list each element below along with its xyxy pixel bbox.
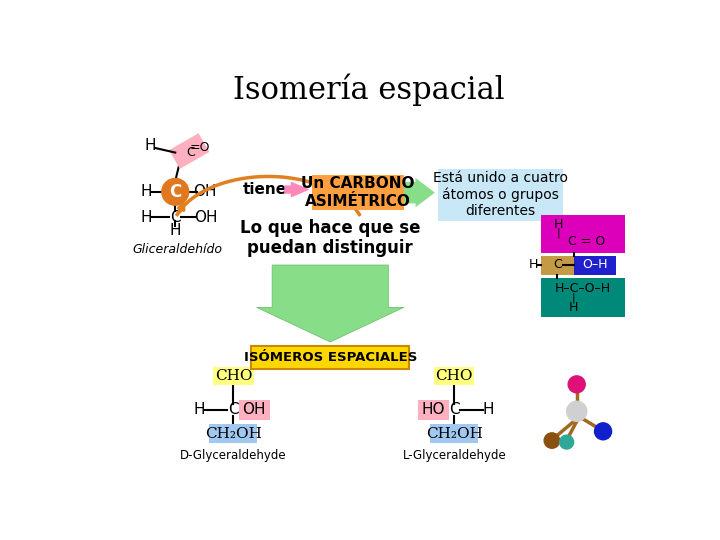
Text: C: C	[553, 259, 562, 272]
Text: D-Glyceraldehyde: D-Glyceraldehyde	[180, 449, 287, 462]
Text: CH₂OH: CH₂OH	[426, 427, 482, 441]
Text: H: H	[140, 210, 151, 225]
Text: C: C	[170, 210, 181, 225]
FancyArrowPatch shape	[285, 183, 308, 197]
Circle shape	[559, 435, 574, 449]
Text: ISÓMEROS ESPACIALES: ISÓMEROS ESPACIALES	[243, 351, 417, 364]
FancyBboxPatch shape	[541, 215, 625, 253]
Text: C: C	[228, 402, 239, 417]
FancyBboxPatch shape	[312, 175, 404, 211]
Text: L-Glyceraldehyde: L-Glyceraldehyde	[402, 449, 506, 462]
FancyBboxPatch shape	[251, 346, 409, 369]
Text: |: |	[557, 227, 560, 238]
FancyBboxPatch shape	[210, 424, 258, 443]
Circle shape	[568, 376, 585, 393]
Circle shape	[595, 423, 611, 440]
Text: H–C–O–H: H–C–O–H	[555, 281, 611, 295]
Text: H: H	[569, 301, 578, 314]
Text: H: H	[169, 223, 181, 238]
Text: OH: OH	[193, 184, 217, 199]
Text: C: C	[169, 183, 181, 201]
Polygon shape	[404, 178, 435, 207]
FancyBboxPatch shape	[438, 168, 563, 221]
FancyBboxPatch shape	[431, 424, 478, 443]
Text: H: H	[482, 402, 494, 417]
Text: H: H	[194, 402, 205, 417]
Text: |: |	[572, 292, 575, 302]
Text: Un CARBONO
ASIMÉTRICO: Un CARBONO ASIMÉTRICO	[301, 177, 415, 209]
Text: Lo que hace que se
puedan distinguir: Lo que hace que se puedan distinguir	[240, 219, 420, 258]
FancyBboxPatch shape	[541, 278, 625, 316]
Text: CHO: CHO	[215, 369, 252, 383]
Circle shape	[544, 433, 559, 448]
Text: Isomería espacial: Isomería espacial	[233, 73, 505, 106]
Circle shape	[567, 401, 587, 421]
Text: Gliceraldehído: Gliceraldehído	[132, 243, 222, 256]
Text: O–H: O–H	[582, 259, 607, 272]
Polygon shape	[256, 265, 404, 342]
Text: H: H	[528, 259, 538, 272]
FancyBboxPatch shape	[418, 400, 449, 420]
Text: =O: =O	[190, 141, 210, 154]
Text: HO: HO	[422, 402, 445, 417]
Text: C = O: C = O	[568, 235, 606, 248]
Circle shape	[163, 179, 188, 204]
Text: CH₂OH: CH₂OH	[205, 427, 262, 441]
Text: C: C	[449, 402, 459, 417]
Text: Está unido a cuatro
átomos o grupos
diferentes: Está unido a cuatro átomos o grupos dife…	[433, 171, 568, 218]
Text: H: H	[145, 138, 156, 153]
Text: H: H	[554, 219, 563, 232]
FancyBboxPatch shape	[434, 367, 474, 385]
FancyBboxPatch shape	[213, 367, 253, 385]
Polygon shape	[169, 133, 210, 169]
Text: CHO: CHO	[436, 369, 473, 383]
Text: C: C	[186, 146, 195, 159]
Text: tiene: tiene	[243, 182, 287, 197]
Text: OH: OH	[243, 402, 266, 417]
FancyBboxPatch shape	[239, 400, 270, 420]
FancyBboxPatch shape	[541, 256, 574, 275]
FancyBboxPatch shape	[574, 256, 616, 275]
Text: OH: OH	[194, 210, 218, 225]
Text: H: H	[140, 184, 151, 199]
